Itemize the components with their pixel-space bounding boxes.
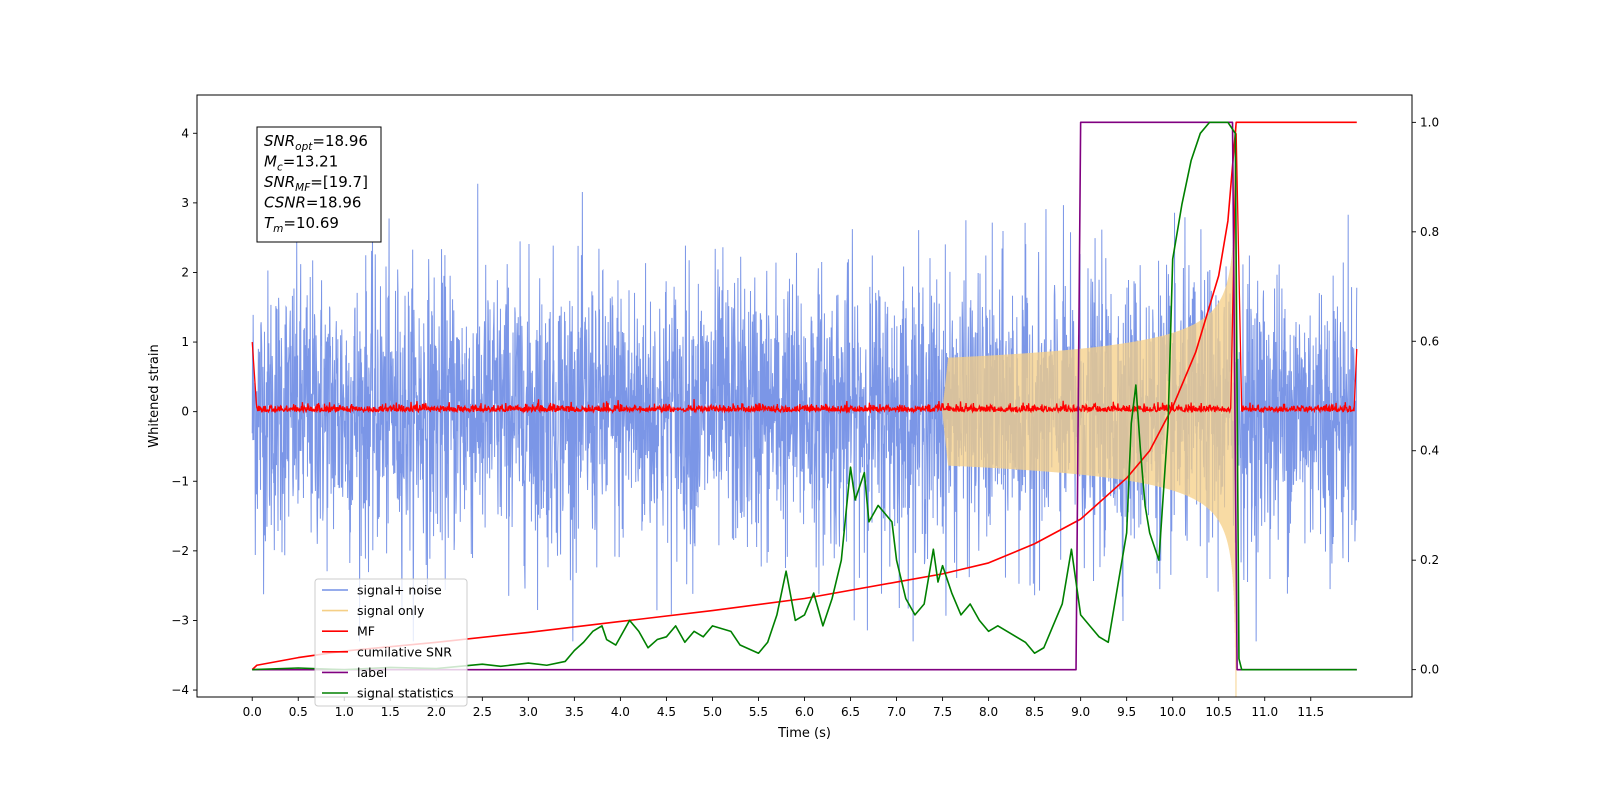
- y-tick-label: 0: [181, 405, 189, 419]
- x-tick-label: 2.0: [427, 705, 446, 719]
- legend: signal+ noise signal only MF cumilative SNR…: [314, 578, 468, 707]
- legend-label-signal-only: signal only: [357, 603, 425, 618]
- annotation-mc: Mc=13.21: [264, 153, 338, 174]
- legend-label-label: label: [357, 665, 387, 680]
- series-signal-statistics: [252, 121, 1357, 671]
- x-tick-label: 5.5: [749, 705, 768, 719]
- annotation-snr-mf: SNRMF=[19.7]: [264, 173, 368, 194]
- y-tick-label: −3: [171, 613, 189, 627]
- x-tick-label: 3.5: [565, 705, 584, 719]
- x-tick-label: 9.5: [1117, 705, 1136, 719]
- y2-tick-label: 0.4: [1420, 444, 1439, 458]
- y-tick-label: 3: [181, 196, 189, 210]
- y-tick-label: 4: [181, 126, 189, 140]
- legend-label-cumulative-snr: cumilative SNR: [357, 644, 452, 659]
- x-tick-label: 8.5: [1025, 705, 1044, 719]
- x-tick-label: 1.5: [381, 705, 400, 719]
- x-tick-label: 4.5: [657, 705, 676, 719]
- x-tick-label: 11.5: [1297, 705, 1324, 719]
- x-tick-label: 5.0: [703, 705, 722, 719]
- annotation-csnr: CSNR=18.96: [264, 194, 361, 212]
- y2-tick-label: 0.6: [1420, 334, 1439, 348]
- x-tick-label: 7.0: [887, 705, 906, 719]
- y-tick-label: −4: [171, 683, 189, 697]
- y2-tick-label: 0.8: [1420, 225, 1439, 239]
- x-tick-label: 10.5: [1205, 705, 1232, 719]
- legend-label-signal-statistics: signal statistics: [357, 686, 454, 701]
- x-tick-label: 0.5: [289, 705, 308, 719]
- x-tick-label: 1.0: [335, 705, 354, 719]
- x-tick-label: 0.0: [243, 705, 262, 719]
- x-tick-label: 6.0: [795, 705, 814, 719]
- y-tick-label: −2: [171, 544, 189, 558]
- y2-tick-label: 0.0: [1420, 663, 1439, 677]
- y-axis-left: −4 −3 −2 −1 0 1 2 3 4: [171, 126, 197, 697]
- x-tick-label: 11.0: [1251, 705, 1278, 719]
- legend-label-signal-noise: signal+ noise: [357, 583, 442, 598]
- x-axis: 0.0 0.5 1.0 1.5 2.0 2.5 3.0 3.5 4.0 4.5 5.0 5.5 6.0 6…: [243, 697, 1324, 719]
- y-tick-label: 2: [181, 265, 189, 279]
- x-tick-label: 9.0: [1071, 705, 1090, 719]
- series-signal-only: [942, 126, 1237, 697]
- y-tick-label: −1: [171, 474, 189, 488]
- annotation-snr-opt: SNRopt=18.96: [264, 132, 368, 153]
- x-axis-title: Time (s): [777, 726, 831, 741]
- annotation-tm: Tm=10.69: [264, 214, 339, 235]
- x-tick-label: 6.5: [841, 705, 860, 719]
- y2-tick-label: 1.0: [1420, 115, 1439, 129]
- y2-tick-label: 0.2: [1420, 553, 1439, 567]
- series-mf: [251, 133, 1358, 415]
- x-tick-label: 2.5: [473, 705, 492, 719]
- x-tick-label: 7.5: [933, 705, 952, 719]
- annotation-box: SNRopt=18.96 Mc=13.21 SNRMF=[19.7] CSNR=…: [256, 126, 382, 243]
- y-axis-title: Whitened strain: [147, 344, 162, 447]
- x-tick-label: 8.0: [979, 705, 998, 719]
- x-tick-label: 10.0: [1159, 705, 1186, 719]
- x-tick-label: 4.0: [611, 705, 630, 719]
- legend-label-mf: MF: [357, 624, 375, 639]
- y-tick-label: 1: [181, 335, 189, 349]
- y-axis-right: 0.0 0.2 0.4 0.6 0.8 1.0: [1412, 115, 1439, 677]
- x-tick-label: 3.0: [519, 705, 538, 719]
